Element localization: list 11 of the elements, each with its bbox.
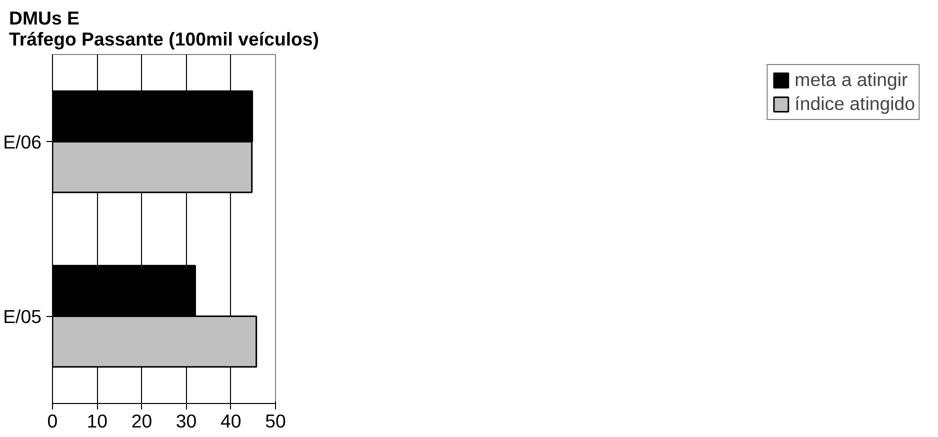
x-tick-label: 30 bbox=[176, 410, 197, 432]
chart-title: DMUs E Tráfego Passante (100mil veículos) bbox=[8, 8, 320, 50]
legend-label: meta a atingir bbox=[794, 69, 908, 91]
y-tick-label: E/05 bbox=[3, 306, 42, 327]
legend-label: índice atingido bbox=[794, 93, 915, 115]
x-tick-label: 20 bbox=[131, 410, 152, 432]
x-tick-label: 40 bbox=[220, 410, 242, 432]
y-tick-label: E/06 bbox=[3, 131, 42, 152]
x-tick-label: 0 bbox=[47, 410, 58, 432]
x-tick-label: 10 bbox=[86, 410, 108, 432]
x-tick-label: 50 bbox=[265, 410, 286, 432]
